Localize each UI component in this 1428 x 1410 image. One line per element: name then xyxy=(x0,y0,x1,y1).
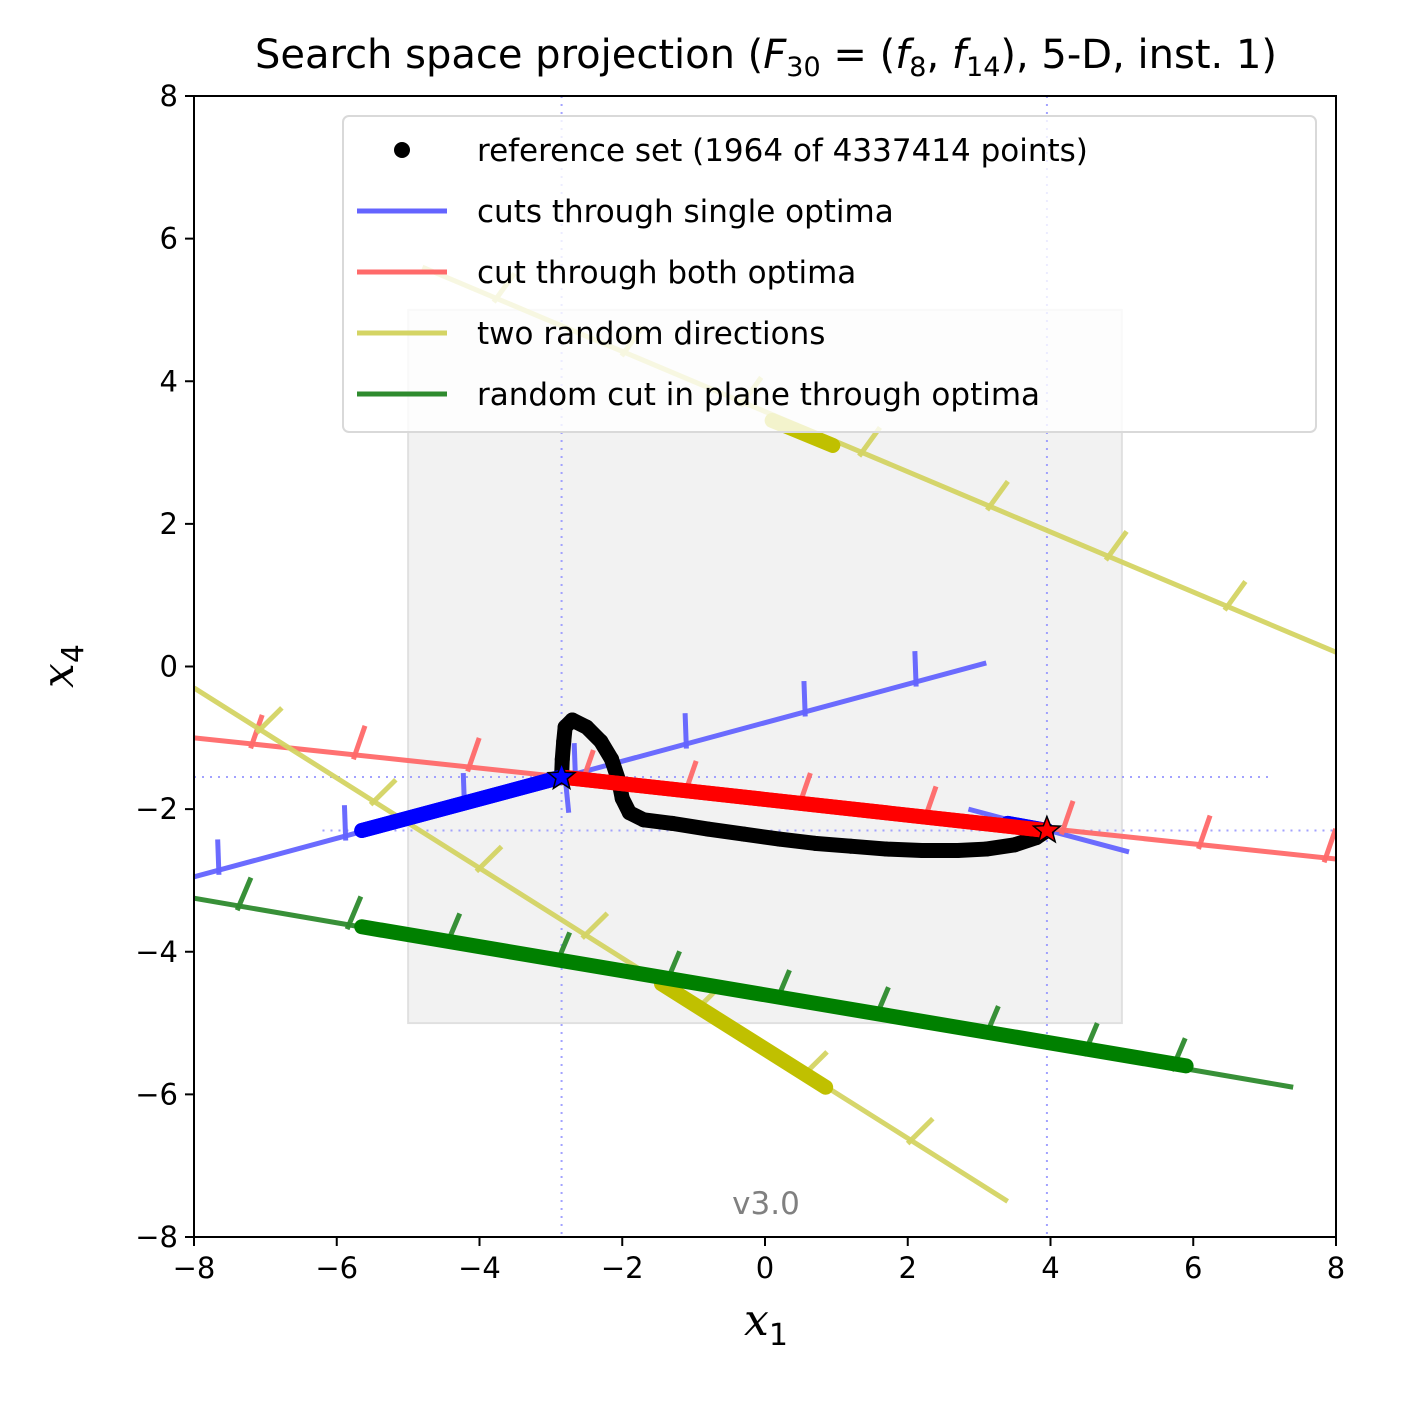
series-tick-mark xyxy=(474,844,504,874)
x-tick-label: −2 xyxy=(601,1251,644,1285)
x-axis-label: x1 xyxy=(744,1295,788,1353)
reference-point xyxy=(604,751,620,767)
reference-point xyxy=(878,841,894,857)
y-tick-label: −4 xyxy=(135,935,178,969)
y-tick-label: −8 xyxy=(135,1220,178,1254)
y-tick-label: 6 xyxy=(160,222,178,256)
reference-point xyxy=(950,842,966,858)
legend-entry-label: cut through both optima xyxy=(477,255,856,291)
x-tick-label: 6 xyxy=(1184,1251,1202,1285)
series-tick-mark xyxy=(234,876,254,912)
series-tick-mark xyxy=(351,724,368,761)
y-tick-label: 0 xyxy=(160,650,178,684)
legend-entry-label: reference set (1964 of 4337414 points) xyxy=(477,133,1088,169)
series-tick-mark xyxy=(368,777,398,807)
series-tick-mark xyxy=(215,839,222,875)
y-tick-label: 4 xyxy=(160,364,178,398)
reference-point xyxy=(700,821,716,837)
x-tick-label: 4 xyxy=(1041,1251,1059,1285)
optimum-star-marker xyxy=(1031,814,1063,844)
reference-point xyxy=(593,733,609,749)
legend: reference set (1964 of 4337414 points) cu… xyxy=(342,115,1317,433)
series-thick-segment xyxy=(354,919,1194,1074)
series-line xyxy=(194,685,1010,1204)
x-tick-label: 0 xyxy=(756,1251,774,1285)
series-tick-mark xyxy=(801,681,808,717)
reference-point xyxy=(843,838,859,854)
reference-point xyxy=(579,719,595,735)
reference-point xyxy=(664,815,680,831)
series-tick-mark xyxy=(682,713,689,749)
both-optima-cut-segment xyxy=(560,769,1048,838)
x-tick-label: −4 xyxy=(458,1251,501,1285)
reference-point xyxy=(736,826,752,842)
legend-marker-dot xyxy=(394,142,410,158)
series-tick-mark xyxy=(341,805,349,841)
series-tick-mark xyxy=(1103,529,1129,562)
y-tick-label: 8 xyxy=(160,79,178,113)
legend-entry-label: two random directions xyxy=(477,316,825,352)
series-tick-mark xyxy=(254,706,284,735)
reference-point xyxy=(614,790,630,806)
version-label: v3.0 xyxy=(732,1186,800,1222)
y-axis-label: x4 xyxy=(33,644,91,688)
chart-title: Search space projection (F30 = (f8, f14)… xyxy=(255,32,1277,83)
series-tick-mark xyxy=(1059,800,1076,836)
reference-point xyxy=(914,842,930,858)
series-tick-mark xyxy=(985,479,1010,512)
series-tick-mark xyxy=(1222,580,1248,612)
series-tick-mark xyxy=(905,1116,935,1146)
y-tick-label: 2 xyxy=(160,507,178,541)
x-tick-label: −8 xyxy=(173,1251,216,1285)
single-optimum-cut-segment xyxy=(354,769,570,839)
series-tick-mark xyxy=(1321,828,1336,864)
legend-box xyxy=(342,115,1317,433)
x-tick-label: 2 xyxy=(899,1251,917,1285)
reference-point xyxy=(978,841,994,857)
series-thick-segment xyxy=(654,976,834,1095)
series-tick-mark xyxy=(580,911,610,940)
series-tick-mark xyxy=(344,895,364,931)
x-tick-label: 8 xyxy=(1327,1251,1345,1285)
reference-point xyxy=(554,751,570,767)
legend-entry-label: cuts through single optima xyxy=(477,194,894,230)
series-tick-mark xyxy=(912,651,919,687)
optimum-star-marker xyxy=(546,760,577,791)
reference-point xyxy=(771,831,787,847)
series-tick-mark xyxy=(465,737,482,773)
reference-point xyxy=(621,805,637,821)
series-tick-mark xyxy=(1196,814,1213,850)
x-tick-label: −6 xyxy=(315,1251,358,1285)
reference-point xyxy=(556,733,572,749)
reference-point xyxy=(636,812,652,828)
reference-point xyxy=(807,835,823,851)
y-tick-label: −6 xyxy=(135,1077,178,1111)
axes: −8 −6 −4 −2 0 2 4 6 8 −8 −6 −4 −2 0 2 4 6 8 xyxy=(135,79,1345,1285)
y-tick-label: −2 xyxy=(135,792,178,826)
series-line xyxy=(194,660,987,880)
legend-entry-label: random cut in plane through optima xyxy=(477,377,1040,413)
reference-point xyxy=(564,712,580,728)
reference-point xyxy=(1007,837,1023,853)
